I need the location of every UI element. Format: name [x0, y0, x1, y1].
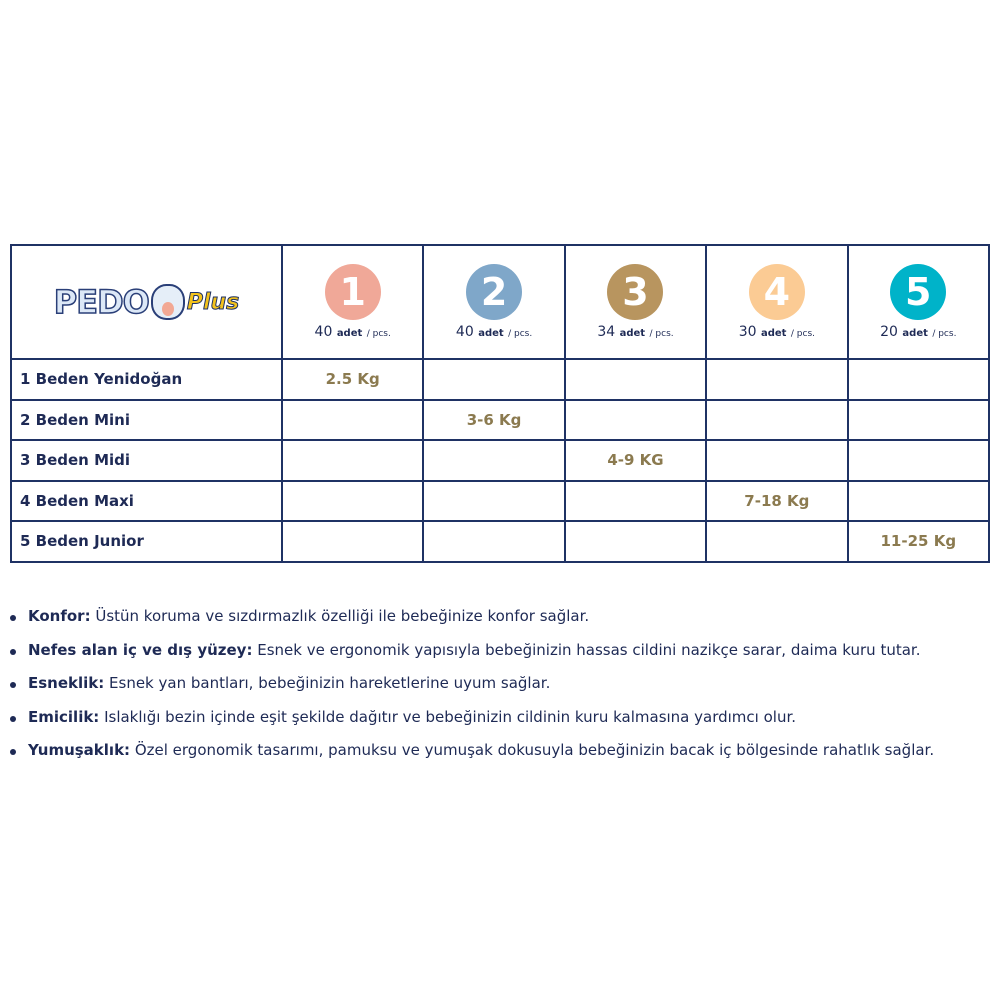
size-circle: 3 [607, 264, 664, 320]
table-row: 5 Beden Junior 11-25 Kg [10, 520, 991, 563]
count-unit: adet [478, 328, 504, 339]
count-unit-en: / pcs. [649, 329, 674, 339]
count-unit-en: / pcs. [932, 329, 957, 339]
feature-title: Nefes alan iç ve dış yüzey: [28, 640, 253, 659]
feature-item: Yumuşaklık: Özel ergonomik tasarımı, pam… [9, 734, 935, 768]
size-label: 4 Beden Maxi [10, 479, 283, 522]
empty-cell [705, 398, 849, 441]
count-unit-en: / pcs. [508, 329, 533, 339]
pack-count: 40 adet / pcs. [283, 324, 422, 340]
weight-range: 2.5 Kg [280, 358, 425, 401]
empty-cell [422, 520, 566, 563]
empty-cell [563, 479, 708, 522]
empty-cell [280, 479, 425, 522]
feature-text: Islaklığı bezin içinde eşit şekilde dağı… [99, 707, 797, 726]
pack-count: 40 adet / pcs. [424, 324, 563, 340]
count-unit: adet [336, 328, 363, 339]
feature-text: Esnek yan bantları, bebeğinizin hareketl… [104, 674, 551, 692]
feature-item: Nefes alan iç ve dış yüzey: Esnek ve erg… [9, 634, 934, 668]
table-row: 2 Beden Mini 3-6 Kg [10, 398, 991, 441]
empty-cell [280, 520, 425, 563]
empty-cell [422, 479, 566, 522]
count-unit-en: / pcs. [366, 329, 391, 339]
size-header-5: 5 20 adet / pcs. [846, 244, 991, 360]
size-circle: 4 [748, 264, 805, 320]
logo-cell: PEDO Plus [10, 244, 283, 360]
size-label: 5 Beden Junior [10, 520, 283, 563]
count-unit: adet [902, 328, 928, 339]
feature-title: Emicilik: [28, 707, 100, 726]
teddy-bear-icon [150, 284, 185, 320]
table-header-row: PEDO Plus 1 40 adet / pcs. 2 40 adet / pcs… [10, 244, 991, 360]
weight-range: 3-6 Kg [422, 398, 566, 441]
pack-count: 30 adet / pcs. [707, 324, 846, 340]
empty-cell [280, 398, 425, 441]
size-circle: 2 [466, 264, 523, 320]
empty-cell [705, 358, 849, 401]
pack-count: 20 adet / pcs. [849, 324, 988, 340]
feature-item: Esneklik: Esnek yan bantları, bebeğinizi… [9, 667, 934, 701]
count-unit-en: / pcs. [790, 329, 816, 339]
empty-cell [846, 439, 991, 482]
count-value: 40 [455, 324, 474, 340]
feature-text: Özel ergonomik tasarımı, pamuksu ve yumu… [130, 741, 935, 759]
feature-item: Emicilik: Islaklığı bezin içinde eşit şe… [9, 701, 934, 735]
size-table: PEDO Plus 1 40 adet / pcs. 2 40 adet / pcs… [10, 244, 991, 563]
feature-text: Üstün koruma ve sızdırmazlık özelliği il… [90, 607, 590, 625]
empty-cell [846, 398, 991, 441]
empty-cell [563, 398, 708, 441]
feature-text: Esnek ve ergonomik yapısıyla bebeğinizin… [252, 640, 921, 659]
empty-cell [563, 520, 708, 563]
empty-cell [422, 439, 566, 482]
pack-count: 34 adet / pcs. [566, 324, 705, 340]
size-label: 2 Beden Mini [10, 398, 283, 441]
weight-range: 11-25 Kg [846, 520, 991, 563]
empty-cell [422, 358, 566, 401]
empty-cell [846, 479, 991, 522]
count-value: 40 [314, 324, 333, 340]
size-header-2: 2 40 adet / pcs. [422, 244, 566, 360]
size-header-3: 3 34 adet / pcs. [563, 244, 708, 360]
empty-cell [846, 358, 991, 401]
weight-range: 7-18 Kg [705, 479, 849, 522]
count-value: 34 [597, 324, 616, 340]
size-circle: 5 [890, 264, 947, 320]
count-unit: adet [619, 328, 646, 339]
size-label: 3 Beden Midi [10, 439, 283, 482]
size-header-1: 1 40 adet / pcs. [280, 244, 425, 360]
empty-cell [563, 358, 708, 401]
empty-cell [280, 439, 425, 482]
size-header-4: 4 30 adet / pcs. [705, 244, 849, 360]
table-row: 1 Beden Yenidoğan 2.5 Kg [10, 358, 991, 401]
count-unit: adet [760, 328, 787, 339]
feature-title: Yumuşaklık: [28, 741, 131, 759]
table-row: 4 Beden Maxi 7-18 Kg [10, 479, 991, 522]
logo-text: PEDO [53, 282, 151, 322]
size-label: 1 Beden Yenidoğan [10, 358, 283, 401]
logo-suffix: Plus [186, 289, 240, 315]
weight-range: 4-9 KG [563, 439, 708, 482]
table-row: 3 Beden Midi 4-9 KG [10, 439, 991, 482]
count-value: 30 [738, 324, 757, 340]
feature-title: Esneklik: [28, 674, 105, 692]
count-value: 20 [880, 324, 898, 340]
empty-cell [705, 439, 849, 482]
feature-title: Konfor: [28, 607, 91, 625]
pedo-plus-logo: PEDO Plus [53, 282, 240, 322]
feature-list: Konfor: Üstün koruma ve sızdırmazlık öze… [9, 600, 935, 768]
empty-cell [705, 520, 849, 563]
size-circle: 1 [324, 264, 381, 320]
feature-item: Konfor: Üstün koruma ve sızdırmazlık öze… [9, 600, 934, 634]
